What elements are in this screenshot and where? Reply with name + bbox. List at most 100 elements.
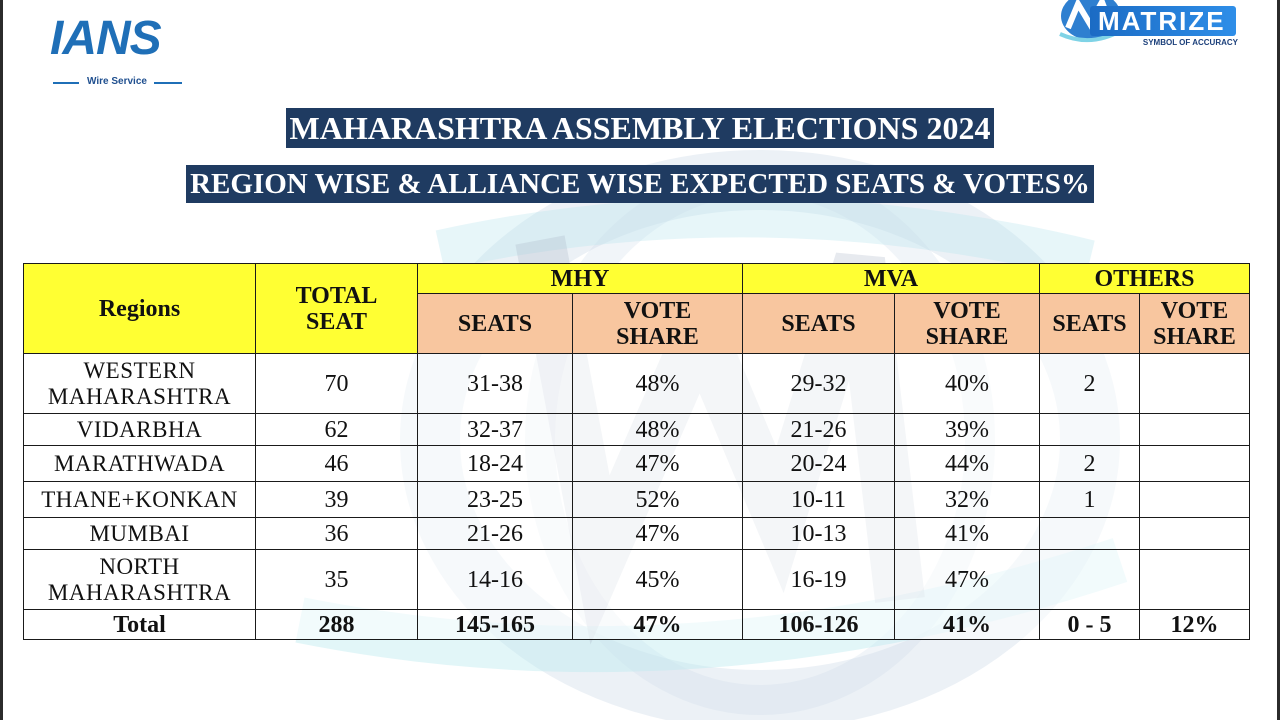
mva-seats-cell: 16-19 <box>742 549 895 610</box>
total-seat-cell: 39 <box>255 481 418 518</box>
header-group-mhy: MHY <box>417 263 743 294</box>
mhy-vote-cell: 52% <box>572 481 743 518</box>
header-mva-vote-share: VOTE SHARE <box>893 293 1041 354</box>
mva-seats-cell: 10-11 <box>742 481 895 518</box>
total-seat-cell: 46 <box>255 445 418 482</box>
table-row: VIDARBHA 62 32-37 48% 21-26 39% <box>23 413 1251 446</box>
header-mhy-vote-line2: SHARE <box>616 323 699 350</box>
header-mva-vote-line2: SHARE <box>925 323 1009 350</box>
header-total-seat: TOTAL SEAT <box>255 263 418 354</box>
table-row: THANE+KONKAN 39 23-25 52% 10-11 32% 1 <box>23 481 1251 518</box>
mva-vote-cell: 40% <box>893 353 1041 414</box>
page-subtitle-text: REGION WISE & ALLIANCE WISE EXPECTED SEA… <box>186 165 1094 203</box>
mhy-vote-cell: 45% <box>572 549 743 610</box>
mhy-seats-cell: 23-25 <box>417 481 573 518</box>
total-label-cell: Total <box>23 609 256 640</box>
mva-seats-cell: 20-24 <box>742 445 895 482</box>
others-seats-cell <box>1039 517 1141 550</box>
header-mhy-vote-line1: VOTE <box>623 297 692 324</box>
others-vote-cell <box>1139 481 1251 518</box>
results-table: Regions TOTAL SEAT MHY MVA OTHERS SEATS … <box>23 263 1251 640</box>
region-name-line1: NORTH <box>99 553 180 579</box>
table-row: MARATHWADA 46 18-24 47% 20-24 44% 2 <box>23 445 1251 482</box>
table-total-row: Total 288 145-165 47% 106-126 41% 0 - 5 … <box>23 609 1251 640</box>
matrize-logo-wordmark: MATRIZE <box>1098 6 1226 36</box>
mhy-seats-cell: 21-26 <box>417 517 573 550</box>
mhy-vote-cell: 48% <box>572 353 743 414</box>
others-vote-cell <box>1139 549 1251 610</box>
header-total-seat-line2: SEAT <box>306 308 367 335</box>
mhy-vote-cell: 47% <box>572 445 743 482</box>
header-mva-vote-line1: VOTE <box>933 297 1001 324</box>
ians-logo-rule-right <box>154 82 182 84</box>
mva-vote-cell: 41% <box>893 517 1041 550</box>
matrize-logo: MATRIZE SYMBOL OF ACCURACY <box>1040 0 1240 50</box>
total-seat-cell: 36 <box>255 517 418 550</box>
mhy-seats-cell: 145-165 <box>417 609 573 640</box>
mhy-vote-cell: 47% <box>572 609 743 640</box>
table-row: WESTERN MAHARASHTRA 70 31-38 48% 29-32 4… <box>23 353 1251 414</box>
mhy-seats-cell: 14-16 <box>417 549 573 610</box>
header-mva-seats: SEATS <box>742 293 895 354</box>
others-vote-cell: 12% <box>1139 609 1251 640</box>
ians-logo-wordmark: IANS <box>50 12 162 65</box>
table-row: MUMBAI 36 21-26 47% 10-13 41% <box>23 517 1251 550</box>
others-seats-cell <box>1039 413 1141 446</box>
total-seat-cell: 35 <box>255 549 418 610</box>
header-others-seats: SEATS <box>1039 293 1141 354</box>
total-seat-cell: 62 <box>255 413 418 446</box>
mhy-vote-cell: 48% <box>572 413 743 446</box>
mhy-seats-cell: 18-24 <box>417 445 573 482</box>
mva-seats-cell: 21-26 <box>742 413 895 446</box>
ians-logo: IANS Wire Service <box>50 12 190 87</box>
mhy-seats-cell: 32-37 <box>417 413 573 446</box>
mva-vote-cell: 41% <box>893 609 1041 640</box>
mva-seats-cell: 10-13 <box>742 517 895 550</box>
total-seat-cell: 288 <box>255 609 418 640</box>
others-vote-cell <box>1139 445 1251 482</box>
matrize-logo-tagline: SYMBOL OF ACCURACY <box>1142 38 1238 47</box>
region-cell: MARATHWADA <box>23 445 256 482</box>
region-name-line2: MAHARASHTRA <box>47 383 232 409</box>
header-group-mva: MVA <box>741 263 1041 294</box>
mhy-seats-cell: 31-38 <box>417 353 573 414</box>
others-vote-cell <box>1139 517 1251 550</box>
table-header-row-2: SEATS VOTE SHARE SEATS VOTE SHARE SEATS … <box>24 293 1251 354</box>
page-subtitle: REGION WISE & ALLIANCE WISE EXPECTED SEA… <box>0 165 1280 205</box>
region-name-line2: MAHARASHTRA <box>47 579 232 605</box>
header-others-vote-line2: SHARE <box>1153 323 1236 350</box>
header-mhy-vote-share: VOTE SHARE <box>572 293 743 354</box>
region-cell: WESTERN MAHARASHTRA <box>23 353 256 414</box>
mva-seats-cell: 29-32 <box>742 353 895 414</box>
others-seats-cell: 0 - 5 <box>1039 609 1141 640</box>
region-cell: NORTH MAHARASHTRA <box>23 549 256 610</box>
header-group-others: OTHERS <box>1039 263 1251 294</box>
page-title-text: MAHARASHTRA ASSEMBLY ELECTIONS 2024 <box>285 108 995 148</box>
mva-vote-cell: 44% <box>893 445 1041 482</box>
table-row: NORTH MAHARASHTRA 35 14-16 45% 16-19 47% <box>23 549 1251 610</box>
region-cell: VIDARBHA <box>23 413 256 446</box>
others-vote-cell <box>1139 413 1251 446</box>
mva-vote-cell: 47% <box>893 549 1041 610</box>
frame-border-right <box>1277 0 1280 720</box>
total-seat-cell: 70 <box>255 353 418 414</box>
ians-logo-rule-left <box>53 82 79 84</box>
ians-logo-tagline: Wire Service <box>87 76 147 87</box>
region-cell: MUMBAI <box>23 517 256 550</box>
mva-vote-cell: 32% <box>893 481 1041 518</box>
mva-vote-cell: 39% <box>893 413 1041 446</box>
header-others-vote-line1: VOTE <box>1160 297 1229 324</box>
mva-seats-cell: 106-126 <box>742 609 895 640</box>
region-cell: THANE+KONKAN <box>23 481 256 518</box>
page-title: MAHARASHTRA ASSEMBLY ELECTIONS 2024 <box>0 108 1280 150</box>
others-vote-cell <box>1139 353 1251 414</box>
table-header-row-1: Regions TOTAL SEAT MHY MVA OTHERS <box>23 263 1251 354</box>
header-regions: Regions <box>23 263 256 354</box>
matrize-logo-bar <box>1090 6 1236 36</box>
header-mhy-seats: SEATS <box>417 293 573 354</box>
header-others-vote-share: VOTE SHARE <box>1139 293 1251 354</box>
frame-border-left <box>0 0 3 720</box>
others-seats-cell: 2 <box>1039 445 1141 482</box>
others-seats-cell: 1 <box>1039 481 1141 518</box>
header-total-seat-line1: TOTAL <box>295 282 378 309</box>
